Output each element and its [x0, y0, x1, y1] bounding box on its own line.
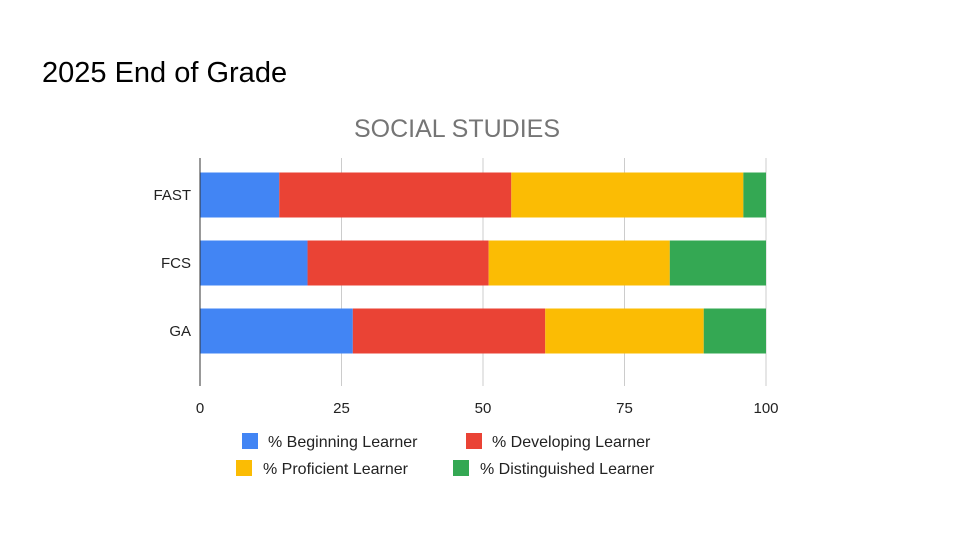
- x-tick-label: 100: [753, 400, 778, 417]
- y-tick-label: GA: [169, 323, 191, 340]
- bar-segment: [307, 240, 489, 286]
- legend-swatch: [466, 433, 482, 449]
- axes: 0 25 50 75 100 FAST FCS GA: [153, 158, 779, 417]
- bar-segment: [511, 172, 744, 218]
- bar-segment: [200, 172, 280, 218]
- bar-segment: [545, 308, 704, 354]
- bar-segment: [743, 172, 766, 218]
- x-tick-label: 0: [196, 400, 204, 417]
- x-tick-label: 75: [616, 400, 633, 417]
- legend-swatch: [242, 433, 258, 449]
- legend-swatch: [453, 460, 469, 476]
- bar-segment: [488, 240, 670, 286]
- y-tick-label: FCS: [161, 255, 191, 272]
- bar-segment: [703, 308, 766, 354]
- chart-title: SOCIAL STUDIES: [354, 115, 560, 143]
- slide-title: 2025 End of Grade: [42, 57, 288, 89]
- bar-segment: [200, 308, 353, 354]
- bar-segment: [200, 240, 308, 286]
- legend-label: % Beginning Learner: [268, 434, 418, 451]
- bars: [200, 172, 766, 354]
- legend-label: % Distinguished Learner: [480, 461, 655, 478]
- y-tick-label: FAST: [153, 187, 191, 204]
- bar-segment: [279, 172, 512, 218]
- legend-swatch: [236, 460, 252, 476]
- bar-segment: [669, 240, 766, 286]
- legend-label: % Developing Learner: [492, 434, 651, 451]
- legend: % Beginning Learner % Developing Learner%…: [236, 433, 655, 478]
- bar-segment: [352, 308, 546, 354]
- legend-label: % Proficient Learner: [263, 461, 409, 478]
- x-tick-label: 25: [333, 400, 350, 417]
- x-tick-label: 50: [475, 400, 492, 417]
